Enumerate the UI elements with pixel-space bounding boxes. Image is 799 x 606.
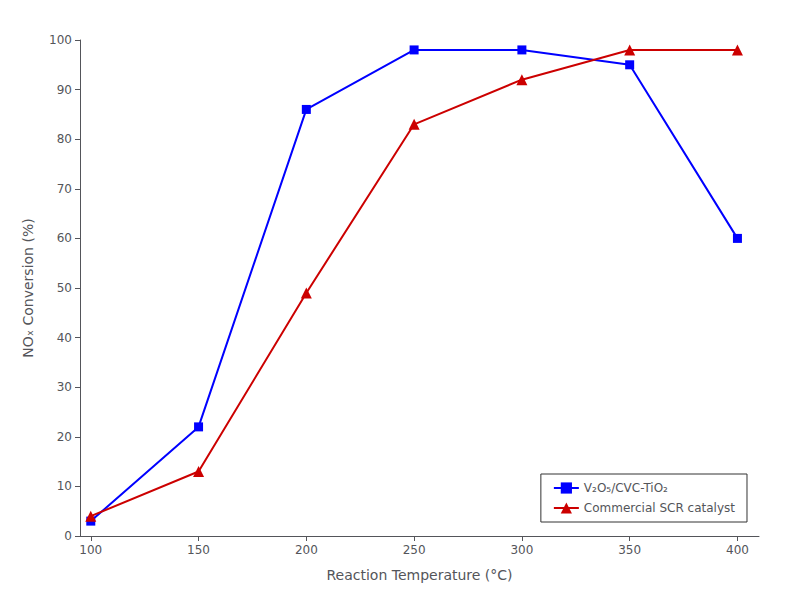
svg-text:Commercial SCR catalyst: Commercial SCR catalyst xyxy=(584,501,735,515)
svg-text:20: 20 xyxy=(57,430,72,444)
svg-text:100: 100 xyxy=(79,543,102,557)
svg-text:Reaction Temperature (°C): Reaction Temperature (°C) xyxy=(326,567,512,583)
svg-text:V₂O₅/CVC-TiO₂: V₂O₅/CVC-TiO₂ xyxy=(584,481,668,495)
svg-text:400: 400 xyxy=(726,543,749,557)
svg-text:10: 10 xyxy=(57,479,72,493)
svg-text:300: 300 xyxy=(510,543,533,557)
svg-text:90: 90 xyxy=(57,83,72,97)
svg-text:250: 250 xyxy=(403,543,426,557)
svg-text:60: 60 xyxy=(57,231,72,245)
svg-text:30: 30 xyxy=(57,380,72,394)
svg-text:350: 350 xyxy=(618,543,641,557)
svg-text:200: 200 xyxy=(295,543,318,557)
svg-text:50: 50 xyxy=(57,281,72,295)
svg-text:100: 100 xyxy=(49,33,72,47)
svg-text:150: 150 xyxy=(187,543,210,557)
svg-text:80: 80 xyxy=(57,132,72,146)
svg-text:40: 40 xyxy=(57,331,72,345)
svg-text:0: 0 xyxy=(64,529,72,543)
svg-text:70: 70 xyxy=(57,182,72,196)
svg-text:NOₓ Conversion (%): NOₓ Conversion (%) xyxy=(20,218,36,357)
